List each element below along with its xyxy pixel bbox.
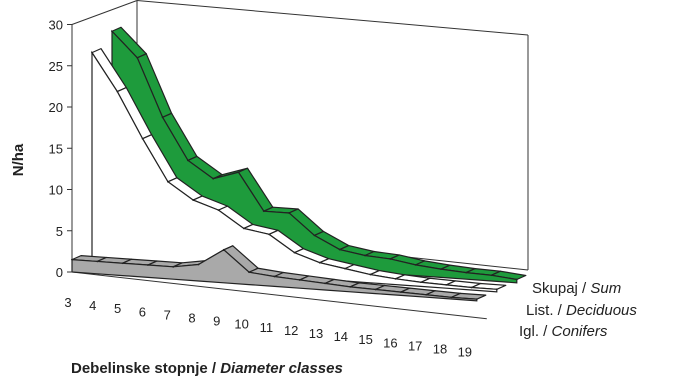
- data-point: [445, 284, 448, 286]
- data-point: [425, 293, 428, 296]
- data-point: [465, 271, 468, 274]
- data-point: [344, 267, 346, 270]
- x-axis-label: Debelinske stopnje / Diameter classes: [71, 360, 343, 377]
- x-tick-label: 6: [139, 304, 146, 319]
- back-wall-top-left-edge: [71, 0, 138, 25]
- data-point: [394, 277, 397, 280]
- chart-ribbons: [71, 26, 527, 302]
- x-tick-label: 17: [408, 338, 422, 353]
- data-point: [313, 234, 316, 237]
- data-point: [187, 159, 189, 162]
- x-tick-label: 9: [213, 314, 220, 329]
- data-point: [192, 199, 195, 201]
- x-tick-label: 3: [64, 295, 71, 310]
- data-point: [262, 210, 265, 213]
- data-point: [136, 56, 139, 59]
- back-wall-top-edge: [136, 0, 529, 36]
- data-point: [222, 248, 225, 251]
- data-point: [91, 51, 93, 54]
- data-point: [248, 271, 251, 274]
- data-point: [400, 291, 402, 293]
- y-axis-ticks: 0 5 10 15 20 25 30: [49, 18, 72, 280]
- data-point: [450, 296, 453, 299]
- x-tick-label: 13: [309, 326, 323, 341]
- data-point: [475, 298, 478, 301]
- data-point: [71, 258, 73, 261]
- x-tick-label: 16: [383, 335, 397, 350]
- x-axis-label-plain: Debelinske stopnje /: [71, 360, 220, 377]
- x-tick-label: 8: [188, 311, 195, 326]
- data-point: [288, 212, 290, 214]
- floor-front-edge: [71, 271, 487, 320]
- x-tick-label: 12: [284, 323, 298, 338]
- y-axis-label: N/ha: [10, 143, 27, 176]
- data-point: [212, 177, 215, 180]
- data-point: [116, 90, 119, 93]
- data-point: [349, 285, 352, 288]
- x-axis-label-italic: Diameter classes: [220, 360, 343, 377]
- x-tick-label: 19: [458, 345, 472, 360]
- series-label: Igl. / Conifers: [519, 323, 608, 340]
- x-tick-label: 4: [89, 298, 96, 313]
- data-point: [369, 273, 372, 276]
- y-tick-label: 25: [49, 59, 63, 74]
- data-point: [172, 265, 175, 268]
- data-point: [490, 274, 493, 277]
- data-point: [197, 263, 200, 266]
- data-point: [364, 254, 366, 257]
- data-point: [374, 288, 377, 291]
- x-tick-label: 10: [234, 317, 248, 332]
- x-tick-label: 11: [260, 320, 274, 335]
- data-point: [318, 261, 321, 264]
- data-point: [440, 268, 442, 271]
- series-label: Skupaj / Sum: [532, 280, 621, 297]
- data-point: [268, 233, 270, 236]
- series-ribbon: [71, 245, 487, 302]
- data-point: [96, 260, 99, 263]
- data-point: [242, 227, 245, 230]
- data-point: [324, 282, 326, 285]
- ribbon-front-face: [71, 249, 478, 302]
- data-point: [121, 262, 124, 265]
- x-tick-label: 5: [114, 301, 121, 316]
- data-point: [141, 137, 144, 140]
- data-point: [515, 278, 518, 281]
- data-point: [338, 248, 341, 251]
- data-point: [237, 171, 240, 174]
- series-label: List. / Deciduous: [526, 302, 637, 319]
- x-axis-ticks: 3 4 5 6 7 8 9 10 11 12 13 14 15 16 17 18 19: [64, 295, 472, 360]
- x-tick-label: 7: [164, 307, 171, 322]
- data-point: [298, 279, 301, 281]
- y-tick-label: 5: [56, 224, 63, 239]
- y-tick-label: 30: [49, 18, 63, 33]
- y-tick-label: 15: [49, 141, 63, 156]
- x-tick-label: 18: [433, 342, 447, 357]
- data-point: [414, 263, 417, 266]
- data-point: [167, 180, 169, 183]
- data-point: [273, 275, 276, 278]
- y-tick-label: 10: [49, 183, 63, 198]
- data-point: [111, 30, 113, 33]
- data-point: [470, 286, 473, 289]
- x-tick-label: 15: [358, 332, 372, 347]
- y-tick-label: 0: [56, 265, 63, 280]
- data-point: [495, 288, 498, 291]
- y-tick-label: 20: [49, 100, 63, 115]
- data-point: [293, 251, 296, 254]
- data-point: [147, 264, 149, 266]
- data-point: [217, 209, 220, 212]
- x-tick-label: 14: [334, 329, 348, 344]
- data-point: [161, 116, 164, 119]
- data-point: [420, 281, 422, 284]
- series-labels: Igl. / Conifers List. / Deciduous Skupaj /…: [519, 280, 637, 340]
- data-point: [389, 258, 392, 260]
